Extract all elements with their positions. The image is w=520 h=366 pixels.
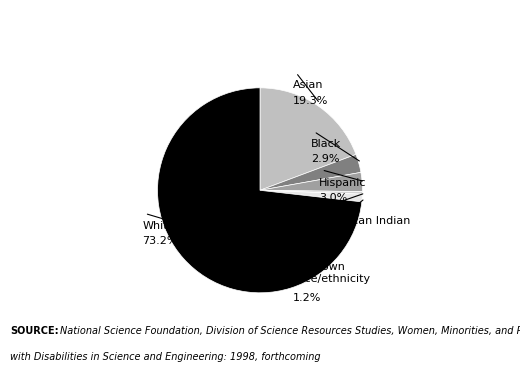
Text: American Indian: American Indian	[319, 216, 410, 226]
Text: Unknown
race/ethnicity: Unknown race/ethnicity	[293, 262, 370, 284]
Text: Black: Black	[311, 139, 342, 149]
Text: 73.2%: 73.2%	[142, 236, 178, 246]
Text: National Science Foundation, Division of Science Resources Studies, Women, Minor: National Science Foundation, Division of…	[60, 326, 520, 336]
Wedge shape	[260, 190, 362, 194]
Text: 2.9%: 2.9%	[311, 154, 340, 164]
Text: Figure 3.  Percent of science and engineering doctorates, by race/ethnicity of U: Figure 3. Percent of science and enginee…	[0, 18, 520, 48]
Wedge shape	[260, 88, 356, 190]
Text: 19.3%: 19.3%	[293, 96, 329, 105]
Wedge shape	[260, 154, 361, 190]
Text: SOURCE:: SOURCE:	[10, 326, 59, 336]
Text: 0.4%: 0.4%	[319, 231, 347, 241]
Text: Asian: Asian	[293, 80, 324, 90]
Wedge shape	[158, 88, 362, 293]
Text: with Disabilities in Science and Engineering: 1998, forthcoming: with Disabilities in Science and Enginee…	[10, 352, 321, 362]
Text: White: White	[142, 221, 175, 231]
Text: 1.2%: 1.2%	[293, 293, 322, 303]
Wedge shape	[260, 190, 362, 202]
Wedge shape	[260, 172, 362, 192]
Text: 3.0%: 3.0%	[319, 193, 347, 203]
Text: Hispanic: Hispanic	[319, 178, 367, 187]
